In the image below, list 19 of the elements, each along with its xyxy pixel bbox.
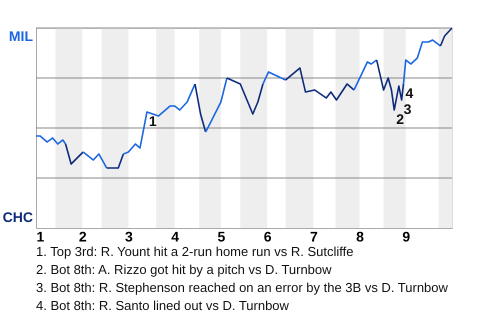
annotation: 1 [148,113,157,129]
x-tick-label: 2 [78,228,87,244]
text: 3. Bot 8th: R. Stephenson reached on an error by the 3B vs D. Turnbow [36,280,449,295]
x-tick-label: 9 [402,228,410,244]
text: 4. Bot 8th: R. Santo lined out vs D. Turnbow [36,298,290,313]
annotation: 4 [405,85,414,101]
x-tick-label: 1 [36,228,44,244]
annotation: 3 [404,101,412,117]
x-tick-label: 7 [310,228,318,244]
text: CHC [2,209,33,225]
text: MIL [8,28,34,44]
x-tick-label: 6 [264,228,272,244]
x-tick-label: 4 [171,228,180,244]
text: 2. Bot 8th: A. Rizzo got hit by a pitch vs D. Turnbow [36,262,332,277]
annotation: 2 [396,111,404,127]
x-tick-label: 3 [125,228,134,244]
x-tick-label: 5 [217,228,226,244]
text: 1. Top 3rd: R. Yount hit a 2-run home run vs R. Sutcliffe [36,244,354,259]
x-tick-label: 8 [356,228,364,244]
